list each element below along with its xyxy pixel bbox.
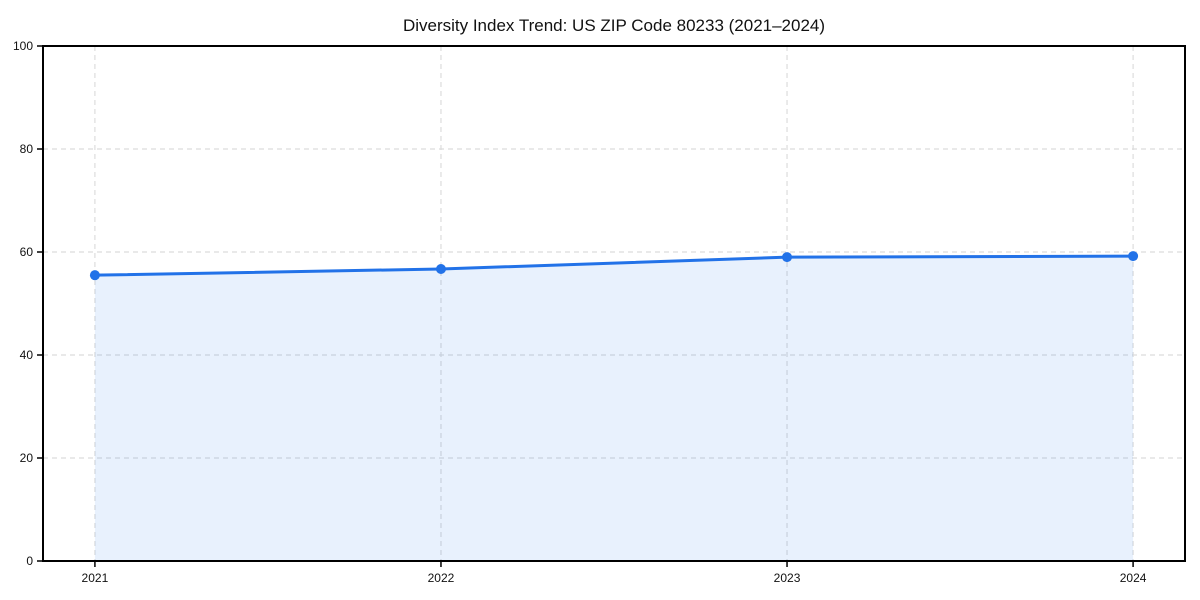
chart-title: Diversity Index Trend: US ZIP Code 80233…: [403, 16, 825, 35]
y-tick-label: 20: [20, 451, 34, 465]
data-point-marker: [435, 263, 446, 274]
x-tick-label: 2022: [428, 571, 455, 585]
data-point-marker: [782, 252, 793, 263]
plot-area: 0 20 40 60 80 100 2021 2022 2023 2024: [13, 39, 1186, 585]
x-tick-label: 2023: [774, 571, 801, 585]
trend-line: [93, 254, 1135, 277]
y-tick-label: 0: [26, 554, 33, 568]
y-tick-label: 100: [13, 39, 33, 53]
x-tick-label: 2024: [1120, 571, 1147, 585]
y-tick-label: 60: [20, 245, 34, 259]
y-tick-label: 40: [20, 348, 34, 362]
y-tick-label: 80: [20, 142, 34, 156]
axes-spines: [42, 45, 1186, 562]
data-point-marker: [1128, 251, 1139, 262]
x-tick-label: 2021: [82, 571, 109, 585]
area-fill: [94, 256, 1134, 561]
data-point-marker: [89, 270, 100, 281]
